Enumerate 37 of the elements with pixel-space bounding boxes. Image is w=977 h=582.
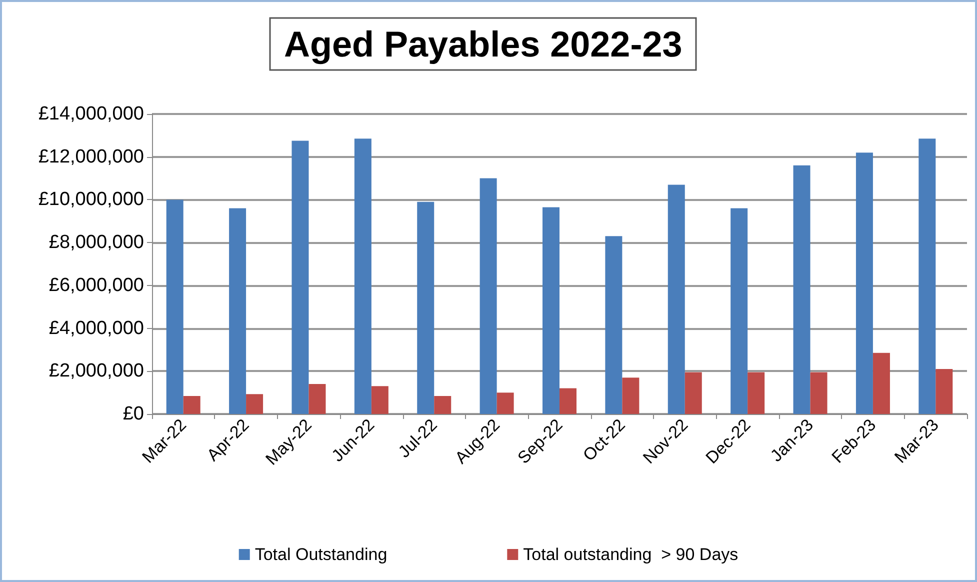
y-tick-label: £0: [122, 404, 144, 424]
bar: [622, 378, 640, 414]
bar: [793, 165, 810, 414]
bar: [810, 372, 828, 414]
y-tick-label: £8,000,000: [48, 232, 144, 254]
y-tick-label: £14,000,000: [38, 104, 144, 124]
bar: [229, 208, 246, 414]
bar: [605, 236, 622, 414]
legend-label: Total outstanding > 90 Days: [523, 545, 738, 564]
y-tick-label: £4,000,000: [48, 318, 144, 339]
chart-title: Aged Payables 2022-23: [284, 24, 682, 64]
y-tick-label: £6,000,000: [48, 274, 144, 296]
bar: [434, 396, 452, 414]
bar: [417, 202, 434, 414]
bar: [496, 392, 514, 414]
bar: [542, 207, 560, 414]
bar: [684, 372, 702, 414]
bar: [166, 200, 184, 414]
bar: [560, 388, 576, 414]
bar: [668, 184, 685, 414]
y-tick-label: £2,000,000: [48, 360, 144, 382]
bar: [246, 394, 264, 414]
bar: [856, 152, 873, 414]
bar: [748, 372, 765, 414]
bar: [730, 208, 748, 414]
bar: [292, 140, 309, 414]
bar: [872, 352, 890, 414]
bar: [918, 138, 936, 414]
bar: [183, 396, 200, 414]
bar: [480, 178, 497, 414]
bar: [354, 138, 372, 414]
y-tick-label: £10,000,000: [38, 189, 144, 210]
bar: [936, 369, 953, 414]
bar: [371, 386, 388, 414]
y-tick-label: £12,000,000: [38, 146, 144, 168]
bar: [308, 384, 326, 414]
legend-label: Total Outstanding: [254, 545, 388, 564]
